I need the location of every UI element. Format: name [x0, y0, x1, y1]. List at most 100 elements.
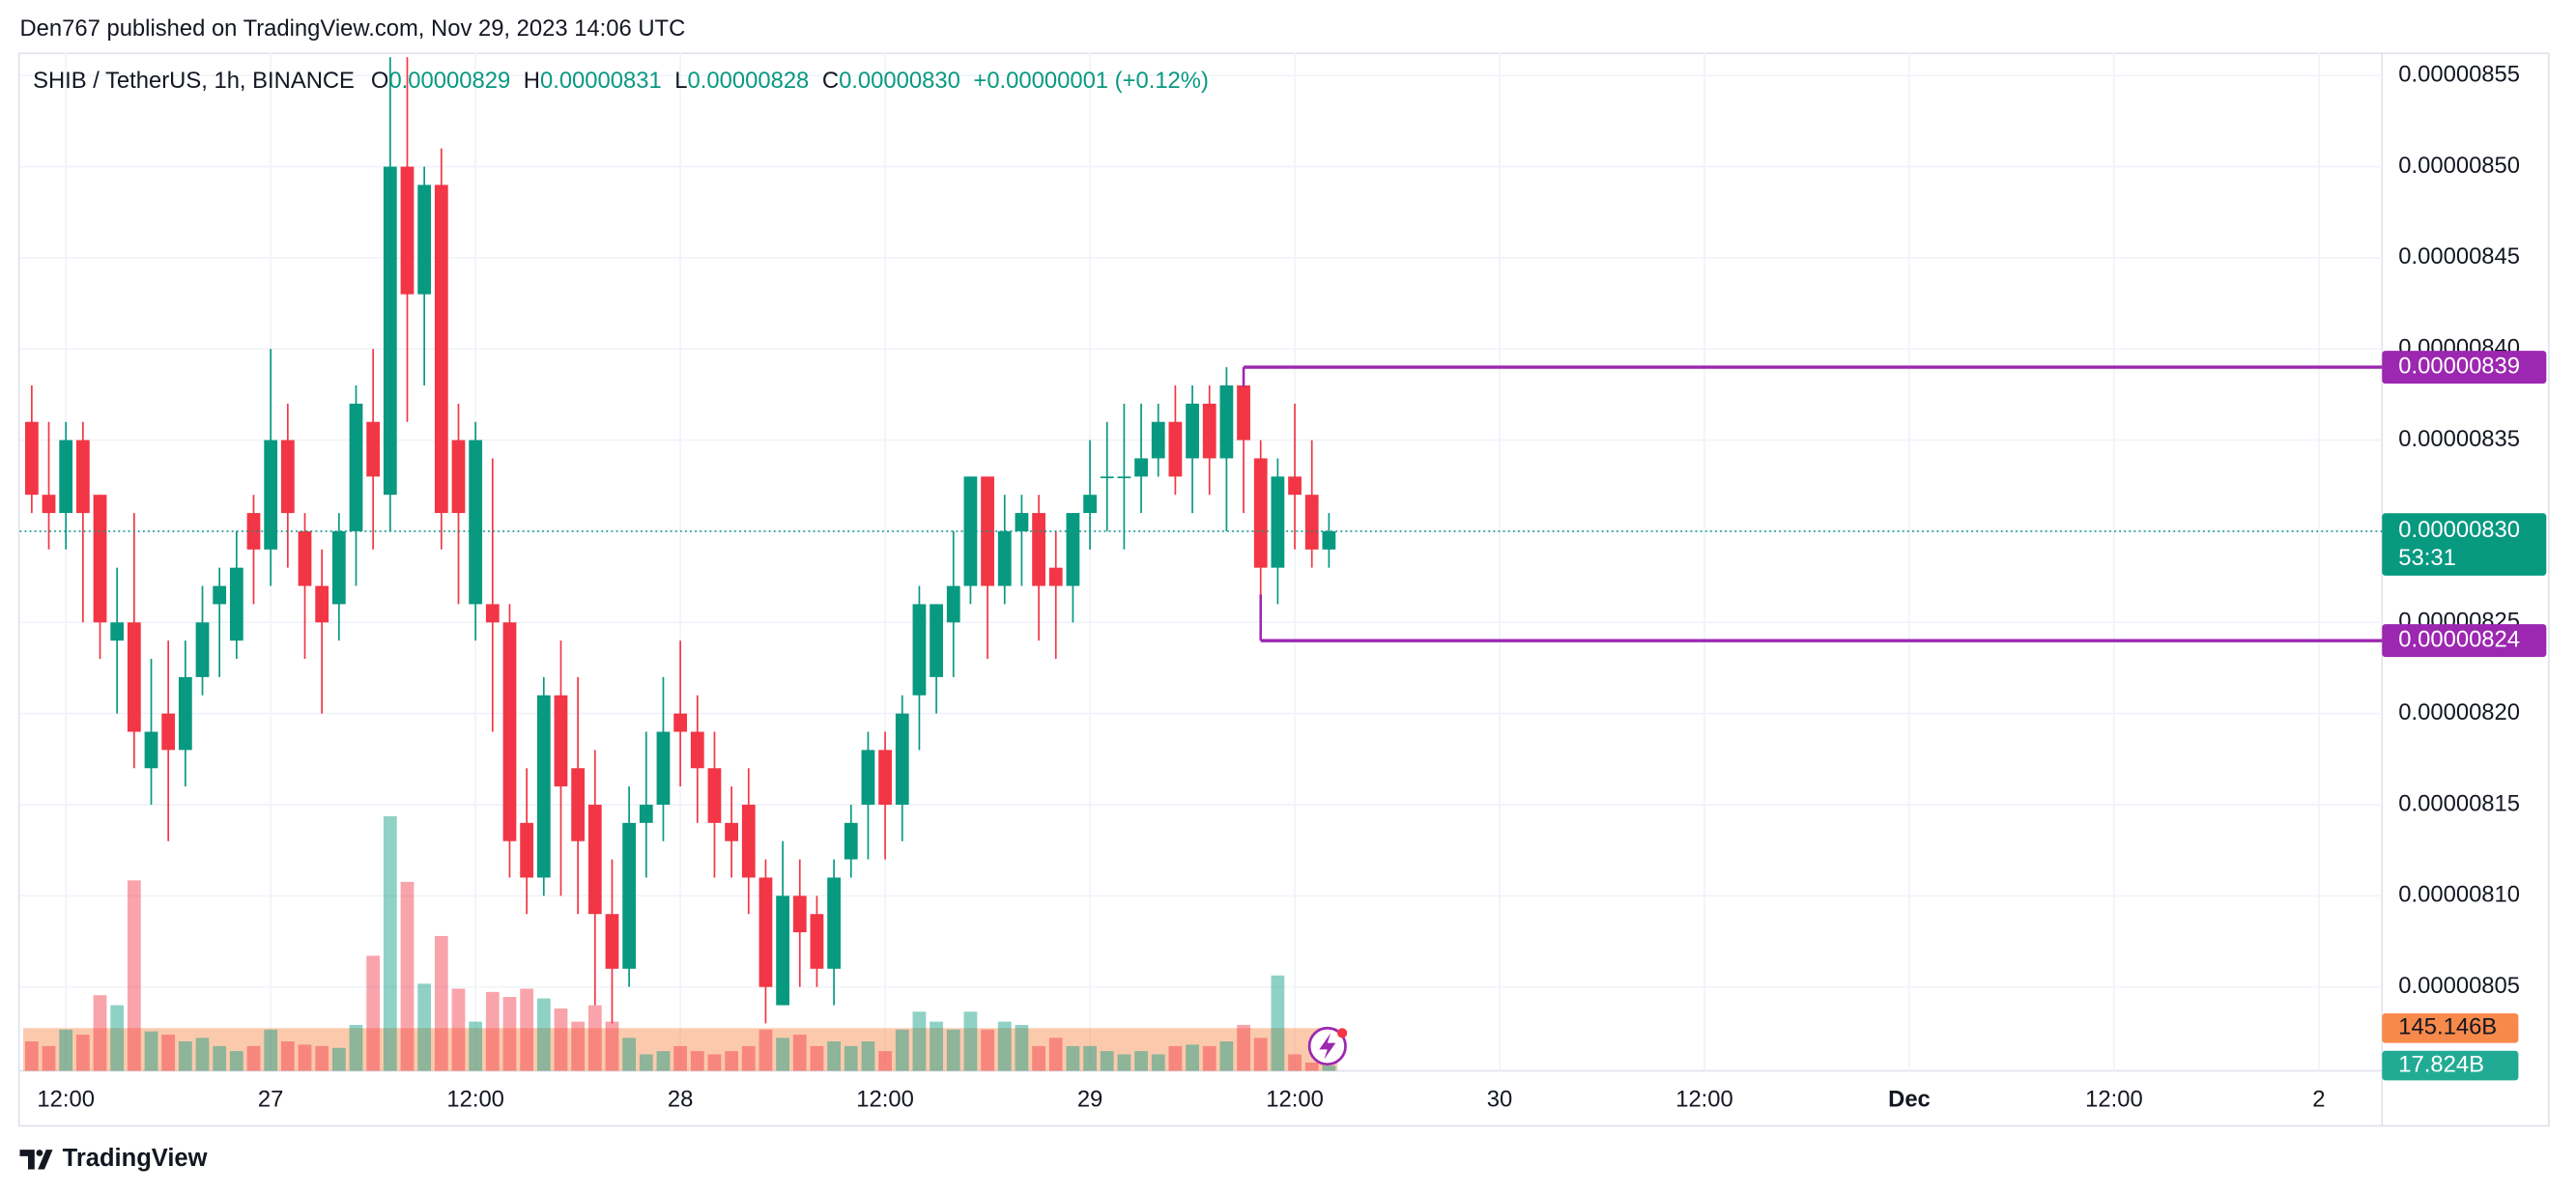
volume-bar: [24, 1041, 39, 1071]
volume-ma-label-box: [2382, 1012, 2519, 1043]
legend-value: 0.00000829: [388, 68, 510, 94]
last-price-label: 0.00000830: [2398, 517, 2520, 543]
candle-body: [502, 622, 517, 841]
x-tick-label: 28: [668, 1086, 693, 1112]
candle-body: [827, 877, 841, 969]
volume-bar: [1048, 1038, 1063, 1071]
candle-body: [1304, 495, 1319, 550]
volume-bar: [878, 1051, 892, 1071]
volume-bar: [1134, 1051, 1148, 1071]
candle-body: [997, 530, 1012, 586]
price-line-label: 0.00000839: [2398, 353, 2520, 379]
volume-bar: [246, 1045, 261, 1071]
volume-bar: [1117, 1054, 1131, 1071]
volume-bar: [349, 1024, 363, 1071]
candle-body: [110, 622, 125, 641]
volume-bar: [963, 1011, 978, 1071]
price-line-box: [2382, 624, 2547, 658]
y-tick-label: 0.00000815: [2398, 790, 2520, 816]
candle-body: [622, 822, 637, 969]
volume-bar: [127, 880, 141, 1071]
volume-bar: [792, 1035, 807, 1071]
volume-bar: [895, 1029, 909, 1071]
candle-body: [24, 421, 39, 496]
volume-bar: [469, 1021, 483, 1071]
candle-body: [554, 695, 568, 787]
volume-bar: [1032, 1045, 1045, 1071]
candle-body: [246, 513, 261, 550]
chart-frame: [17, 52, 2550, 1127]
volume-bar: [161, 1035, 176, 1071]
candle-body: [280, 440, 295, 514]
legend-change: +0.00000001 (+0.12%): [973, 68, 1208, 94]
volume-bar: [485, 991, 500, 1071]
candle-body: [605, 914, 619, 969]
price-line-label: 0.00000824: [2398, 626, 2520, 652]
volume-bar: [520, 988, 534, 1071]
y-tick-label: 0.00000845: [2398, 243, 2520, 270]
volume-bar: [1168, 1045, 1183, 1071]
candle-body: [1117, 476, 1131, 479]
volume-bar: [315, 1045, 329, 1071]
candle-body: [895, 713, 909, 805]
candle-body: [366, 421, 381, 477]
volume-bar: [1186, 1044, 1199, 1071]
publish-header: Den767 published on TradingView.com, Nov…: [19, 15, 685, 42]
candle-body: [1202, 403, 1216, 459]
volume-bar: [571, 1021, 586, 1071]
candle-body: [1100, 476, 1114, 479]
candle-body: [707, 768, 722, 823]
candle-body: [75, 440, 90, 514]
candle-body: [434, 185, 448, 514]
candle-body: [1253, 458, 1268, 568]
volume-bar: [605, 1021, 619, 1071]
candle-body: [1083, 495, 1097, 514]
candle-body: [536, 695, 551, 878]
legend-key: L: [674, 68, 687, 94]
candle-body: [792, 896, 807, 933]
candle-body: [195, 622, 210, 677]
candle-body: [161, 713, 176, 751]
volume-bar: [707, 1054, 722, 1071]
y-tick-label: 0.00000805: [2398, 973, 2520, 999]
countdown-label: 53:31: [2398, 545, 2456, 571]
candle-body: [810, 914, 824, 969]
volume-bar: [776, 1038, 789, 1071]
candle-body: [298, 530, 312, 586]
volume-bar: [1066, 1045, 1080, 1071]
x-tick-label: 30: [1487, 1086, 1512, 1112]
volume-bar: [930, 1021, 943, 1071]
candle-body: [469, 440, 483, 605]
volume-bar: [1202, 1045, 1216, 1071]
volume-bar: [1219, 1041, 1234, 1071]
volume-bar: [75, 1035, 90, 1071]
volume-bar: [502, 997, 517, 1071]
y-tick-label: 0.00000820: [2398, 699, 2520, 725]
candle-body: [946, 585, 960, 623]
candles: [24, 57, 1336, 1024]
candle-body: [587, 804, 602, 915]
candle-body: [963, 476, 978, 586]
volume-bar: [656, 1051, 671, 1071]
candle-body: [417, 185, 432, 295]
candle-body: [451, 440, 466, 514]
volume-bar: [741, 1045, 756, 1071]
candle-body: [639, 804, 653, 823]
candle-body: [878, 750, 892, 805]
volume-bar: [229, 1051, 243, 1071]
candle-body: [690, 731, 704, 769]
candle-body: [127, 622, 141, 732]
legend-key: C: [822, 68, 839, 94]
legend-key: H: [524, 68, 540, 94]
candle-body: [331, 530, 346, 605]
volume-bar: [59, 1029, 73, 1071]
candle-body: [741, 804, 756, 878]
candle-body: [1288, 476, 1302, 496]
candle-body: [1186, 403, 1199, 459]
x-tick-label: 12:00: [856, 1086, 914, 1112]
volume-bar: [844, 1045, 858, 1071]
volume-pane: [23, 815, 1338, 1071]
volume-bar: [264, 1029, 278, 1071]
candle-body: [315, 585, 329, 623]
